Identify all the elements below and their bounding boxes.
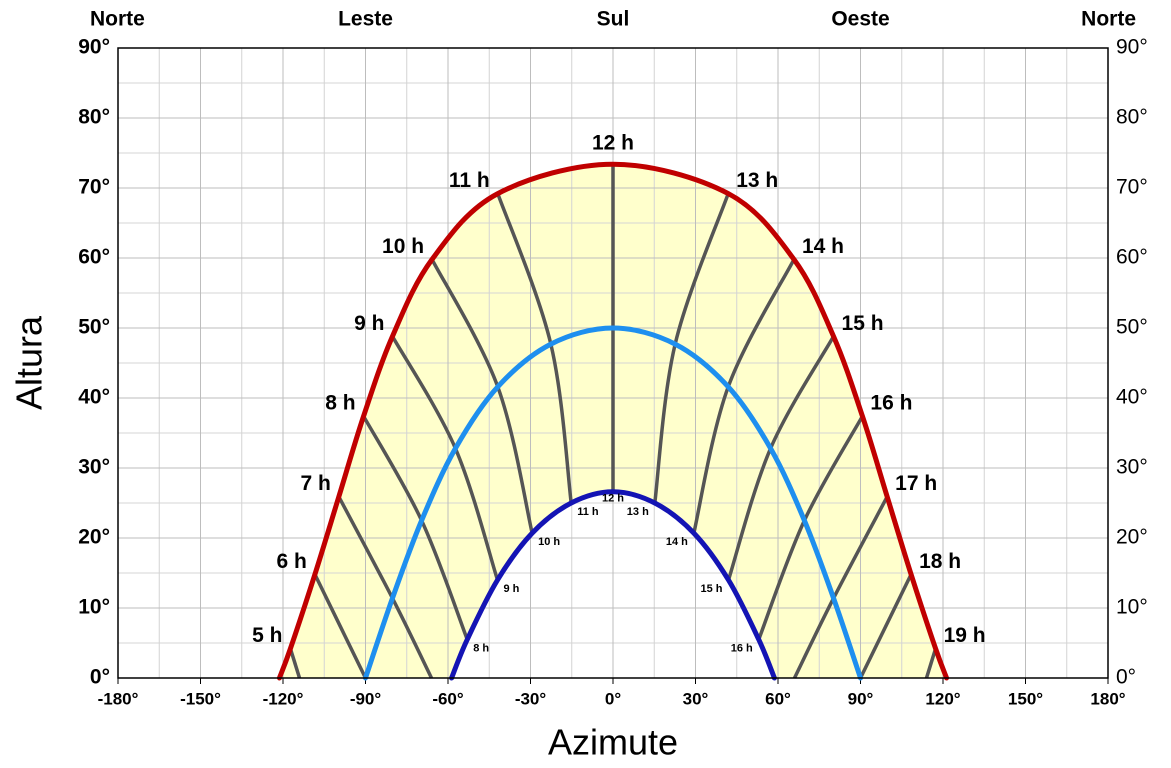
y2-tick-label: 20° (1116, 526, 1148, 549)
hour-label-small: 8 h (473, 642, 489, 654)
hour-label-small: 10 h (538, 536, 560, 548)
x-tick-label: 0° (605, 689, 621, 708)
x-tick-label: 30° (683, 689, 709, 708)
x-axis-title: Azimute (548, 722, 678, 763)
y-tick-label: 80° (78, 106, 110, 129)
y2-tick-label: 90° (1116, 36, 1148, 59)
hour-label-small: 11 h (577, 506, 599, 518)
hour-label: 14 h (802, 235, 844, 258)
y-tick-label: 60° (78, 246, 110, 269)
y2-tick-label: 70° (1116, 176, 1148, 199)
y2-tick-label: 60° (1116, 246, 1148, 269)
hour-label: 9 h (354, 312, 384, 335)
hour-label: 17 h (895, 472, 937, 495)
hour-label-small: 13 h (627, 506, 649, 518)
x-tick-label: -180° (98, 689, 139, 708)
sun-path (276, 161, 950, 681)
hour-label-small: 15 h (700, 583, 722, 595)
hour-label: 7 h (300, 472, 330, 495)
y-tick-label: 50° (78, 316, 110, 339)
direction-label: Sul (597, 8, 630, 31)
hour-label: 13 h (736, 169, 778, 192)
hour-label-small: 9 h (504, 583, 520, 595)
hour-label: 6 h (277, 550, 307, 573)
y2-tick-label: 40° (1116, 386, 1148, 409)
sun-path (363, 325, 863, 681)
y2-tick-label: 30° (1116, 456, 1148, 479)
direction-label: Leste (338, 8, 393, 31)
direction-label: Norte (90, 8, 145, 31)
x-tick-label: -120° (263, 689, 304, 708)
hour-line (313, 573, 368, 679)
plot-frame (117, 47, 1109, 679)
x-tick-label: 150° (1008, 689, 1043, 708)
x-tick-label: -150° (180, 689, 221, 708)
x-tick-label: -60° (432, 689, 464, 708)
y-tick-label: 0° (90, 666, 110, 689)
hour-label: 15 h (842, 312, 884, 335)
y2-tick-label: 80° (1116, 106, 1148, 129)
hour-label: 18 h (919, 550, 961, 573)
sun-path (449, 489, 777, 681)
y2-tick-label: 10° (1116, 596, 1148, 619)
x-tick-label: -90° (350, 689, 382, 708)
hour-label: 11 h (449, 169, 490, 192)
x-tick-label: 180° (1090, 689, 1125, 708)
x-tick-label: 60° (765, 689, 791, 708)
direction-label: Norte (1081, 8, 1136, 31)
y2-tick-label: 0° (1116, 666, 1136, 689)
x-tick-label: 90° (848, 689, 874, 708)
hour-label: 10 h (382, 235, 424, 258)
hour-label-small: 14 h (666, 536, 688, 548)
direction-label: Oeste (831, 8, 889, 31)
hour-label: 8 h (325, 392, 355, 415)
x-tick-label: -30° (515, 689, 547, 708)
hour-label: 16 h (870, 392, 912, 415)
y-tick-label: 40° (78, 386, 110, 409)
y2-tick-label: 50° (1116, 316, 1148, 339)
hour-label: 12 h (592, 132, 634, 155)
y-tick-label: 10° (78, 596, 110, 619)
y-tick-label: 70° (78, 176, 110, 199)
y-tick-label: 90° (78, 36, 110, 59)
hour-label-small: 12 h (602, 493, 624, 505)
hour-label: 5 h (252, 624, 282, 647)
hour-label-small: 16 h (731, 642, 753, 654)
y-axis-title: Altura (9, 315, 50, 410)
hour-label: 19 h (944, 624, 986, 647)
hour-line (858, 573, 913, 679)
x-tick-label: 120° (925, 689, 960, 708)
y-tick-label: 30° (78, 456, 110, 479)
y-tick-label: 20° (78, 526, 110, 549)
